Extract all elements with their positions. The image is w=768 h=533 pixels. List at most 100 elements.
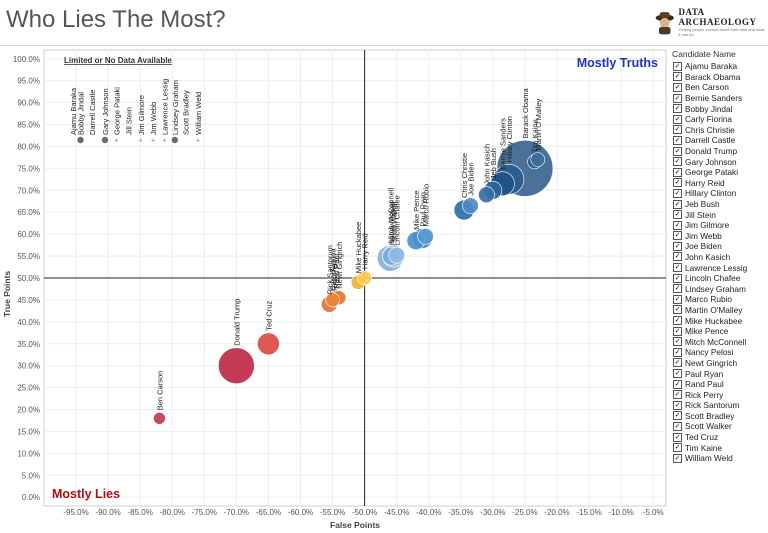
legend-checkbox[interactable]: ✓ bbox=[673, 157, 682, 167]
legend-checkbox[interactable]: ✓ bbox=[673, 125, 682, 135]
legend-checkbox[interactable]: ✓ bbox=[673, 241, 682, 251]
legend-item[interactable]: ✓ Rick Santorum bbox=[670, 400, 766, 411]
legend-checkbox[interactable]: ✓ bbox=[673, 432, 682, 442]
legend-item[interactable]: ✓ Harry Reid bbox=[670, 178, 766, 189]
point-label: Donald Trump bbox=[232, 299, 241, 346]
legend-item[interactable]: ✓ Darrell Castle bbox=[670, 135, 766, 146]
legend-item[interactable]: ✓ Martin O'Malley bbox=[670, 305, 766, 316]
legend-checkbox[interactable]: ✓ bbox=[673, 72, 682, 82]
bubble bbox=[257, 332, 280, 356]
legend-checkbox[interactable]: ✓ bbox=[673, 443, 682, 453]
limited-data-label: Bobby Jindal bbox=[77, 92, 86, 135]
legend-checkbox[interactable]: ✓ bbox=[673, 114, 682, 124]
limited-data-marker: + bbox=[114, 138, 118, 145]
legend-item[interactable]: ✓ Mike Pence bbox=[670, 326, 766, 337]
legend-item[interactable]: ✓ Chris Christie bbox=[670, 125, 766, 136]
legend-item[interactable]: ✓ Lincoln Chafee bbox=[670, 273, 766, 284]
legend-checkbox[interactable]: ✓ bbox=[673, 61, 682, 71]
legend-item[interactable]: ✓ Ben Carson bbox=[670, 82, 766, 93]
legend-checkbox[interactable]: ✓ bbox=[673, 453, 682, 463]
legend-item[interactable]: ✓ Ajamu Baraka bbox=[670, 61, 766, 72]
bubble bbox=[325, 292, 340, 308]
legend-item[interactable]: ✓ Carly Fiorina bbox=[670, 114, 766, 125]
legend-checkbox[interactable]: ✓ bbox=[673, 104, 682, 114]
legend-checkbox[interactable]: ✓ bbox=[673, 178, 682, 188]
legend-item[interactable]: ✓ Donald Trump bbox=[670, 146, 766, 157]
point-label: Martin O'Malley bbox=[534, 99, 543, 151]
limited-data-label: Lawrence Lessig bbox=[161, 79, 170, 135]
legend-checkbox[interactable]: ✓ bbox=[673, 326, 682, 336]
legend-item[interactable]: ✓ Rick Perry bbox=[670, 389, 766, 400]
legend-checkbox[interactable]: ✓ bbox=[673, 146, 682, 156]
legend-checkbox[interactable]: ✓ bbox=[673, 188, 682, 198]
legend-checkbox[interactable]: ✓ bbox=[673, 284, 682, 294]
legend-checkbox[interactable]: ✓ bbox=[673, 316, 682, 326]
y-axis-label: True Points bbox=[2, 271, 12, 318]
legend-checkbox[interactable]: ✓ bbox=[673, 347, 682, 357]
legend-item[interactable]: ✓ Mitch McConnell bbox=[670, 336, 766, 347]
legend-checkbox[interactable]: ✓ bbox=[673, 199, 682, 209]
annotation-mostly-lies: Mostly Lies bbox=[52, 487, 120, 501]
legend-item[interactable]: ✓ Newt Gingrich bbox=[670, 358, 766, 369]
legend-item[interactable]: ✓ William Weld bbox=[670, 453, 766, 464]
limited-data-marker: + bbox=[151, 138, 155, 145]
legend-checkbox[interactable]: ✓ bbox=[673, 390, 682, 400]
legend-checkbox[interactable]: ✓ bbox=[673, 82, 682, 92]
legend-checkbox[interactable]: ✓ bbox=[673, 337, 682, 347]
legend-item[interactable]: ✓ John Kasich bbox=[670, 252, 766, 263]
legend-item[interactable]: ✓ Scott Bradley bbox=[670, 411, 766, 422]
legend-item[interactable]: ✓ Jill Stein bbox=[670, 209, 766, 220]
legend-checkbox[interactable]: ✓ bbox=[673, 167, 682, 177]
legend-item[interactable]: ✓ Bernie Sanders bbox=[670, 93, 766, 104]
legend-checkbox[interactable]: ✓ bbox=[673, 294, 682, 304]
legend-item[interactable]: ✓ Jim Webb bbox=[670, 231, 766, 242]
legend-item-label: John Kasich bbox=[685, 251, 731, 262]
legend-item[interactable]: ✓ Lawrence Lessig bbox=[670, 262, 766, 273]
page-title: Who Lies The Most? bbox=[6, 6, 226, 33]
legend-item[interactable]: ✓ Hillary Clinton bbox=[670, 188, 766, 199]
legend-item-label: Carly Fiorina bbox=[685, 114, 733, 125]
legend-checkbox[interactable]: ✓ bbox=[673, 358, 682, 368]
legend-checkbox[interactable]: ✓ bbox=[673, 263, 682, 273]
legend-checkbox[interactable]: ✓ bbox=[673, 231, 682, 241]
legend-checkbox[interactable]: ✓ bbox=[673, 220, 682, 230]
legend-item-label: Rand Paul bbox=[685, 379, 724, 390]
legend-checkbox[interactable]: ✓ bbox=[673, 421, 682, 431]
legend-item[interactable]: ✓ Paul Ryan bbox=[670, 368, 766, 379]
legend-checkbox[interactable]: ✓ bbox=[673, 273, 682, 283]
legend-item[interactable]: ✓ Lindsey Graham bbox=[670, 283, 766, 294]
legend-item[interactable]: ✓ Barack Obama bbox=[670, 72, 766, 83]
x-tick-label: -45.0% bbox=[384, 508, 409, 517]
legend-item[interactable]: ✓ Ted Cruz bbox=[670, 432, 766, 443]
y-tick-label: 70.0% bbox=[17, 186, 40, 195]
point-label: Ted Cruz bbox=[264, 301, 273, 331]
legend-item[interactable]: ✓ Bobby Jindal bbox=[670, 103, 766, 114]
point-label: Rand Paul bbox=[332, 253, 341, 288]
legend-item[interactable]: ✓ Rand Paul bbox=[670, 379, 766, 390]
legend-item[interactable]: ✓ Jeb Bush bbox=[670, 199, 766, 210]
limited-data-label: Scott Bradley bbox=[182, 90, 191, 135]
legend-checkbox[interactable]: ✓ bbox=[673, 93, 682, 103]
legend-item[interactable]: ✓ Gary Johnson bbox=[670, 156, 766, 167]
legend-checkbox[interactable]: ✓ bbox=[673, 305, 682, 315]
point-label: Mike Pence bbox=[412, 191, 421, 230]
legend-checkbox[interactable]: ✓ bbox=[673, 135, 682, 145]
legend-checkbox[interactable]: ✓ bbox=[673, 411, 682, 421]
legend-checkbox[interactable]: ✓ bbox=[673, 400, 682, 410]
legend-checkbox[interactable]: ✓ bbox=[673, 210, 682, 220]
legend-item-label: Lindsey Graham bbox=[685, 283, 746, 294]
point-label: Scott Walker bbox=[389, 200, 398, 243]
legend-item[interactable]: ✓ Tim Kaine bbox=[670, 442, 766, 453]
legend-item[interactable]: ✓ Nancy Pelosi bbox=[670, 347, 766, 358]
legend-item[interactable]: ✓ Mike Huckabee bbox=[670, 315, 766, 326]
legend-item[interactable]: ✓ Joe Biden bbox=[670, 241, 766, 252]
x-tick-label: -10.0% bbox=[608, 508, 633, 517]
legend-item[interactable]: ✓ Scott Walker bbox=[670, 421, 766, 432]
legend-item[interactable]: ✓ Marco Rubio bbox=[670, 294, 766, 305]
legend-checkbox[interactable]: ✓ bbox=[673, 369, 682, 379]
legend-item[interactable]: ✓ George Pataki bbox=[670, 167, 766, 178]
legend-checkbox[interactable]: ✓ bbox=[673, 252, 682, 262]
legend-checkbox[interactable]: ✓ bbox=[673, 379, 682, 389]
legend-item[interactable]: ✓ Jim Gilmore bbox=[670, 220, 766, 231]
limited-data-marker bbox=[77, 136, 84, 144]
